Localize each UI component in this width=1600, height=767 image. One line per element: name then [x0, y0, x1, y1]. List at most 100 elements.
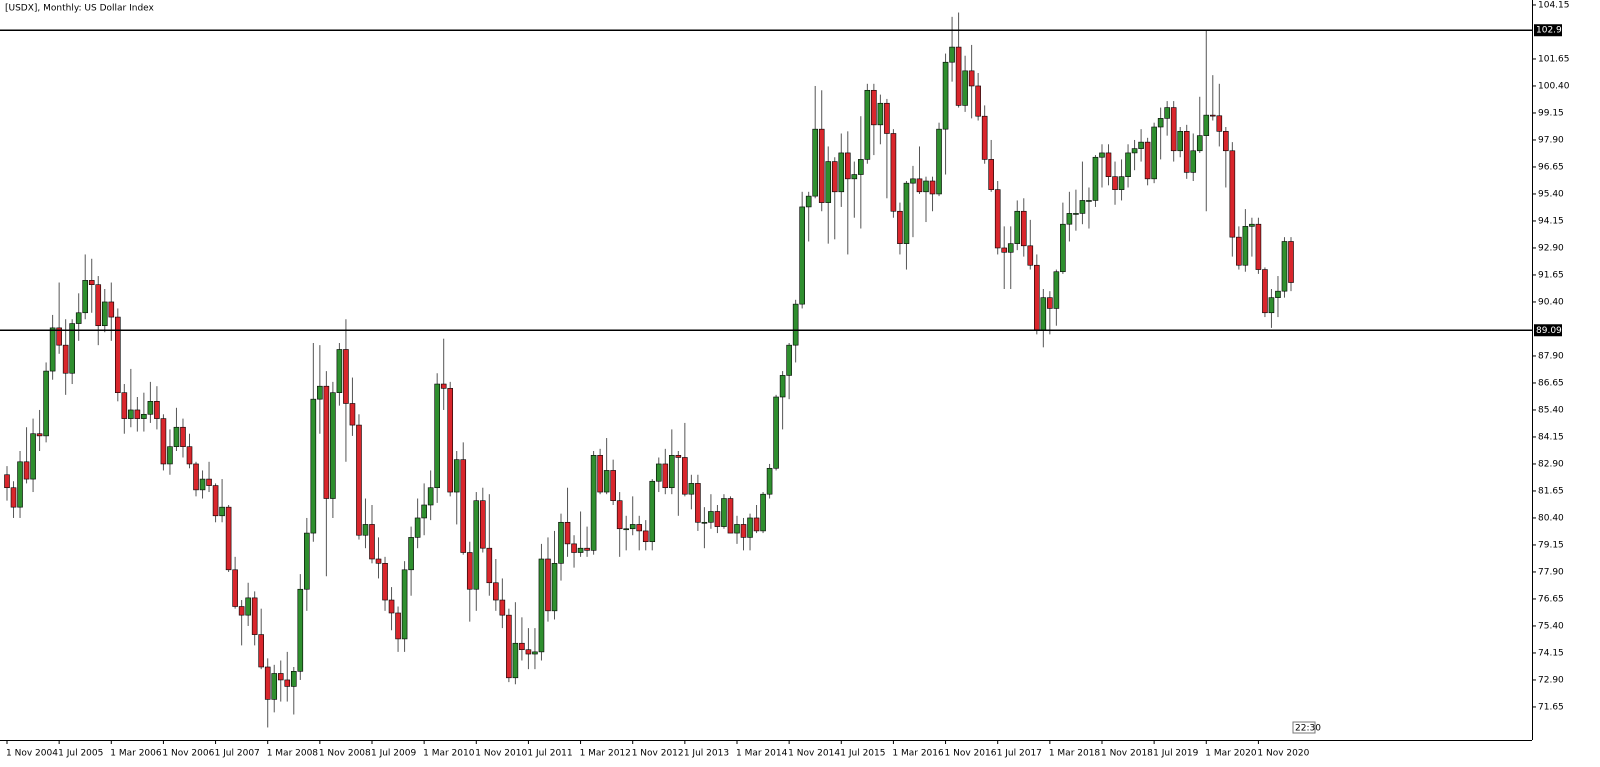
candle-body — [1014, 210, 1021, 244]
candle-body — [186, 446, 193, 465]
candle-body — [1099, 152, 1105, 158]
candle-body — [382, 563, 388, 601]
candle-body — [564, 521, 571, 545]
candle-body — [1157, 118, 1164, 128]
candle-body — [1242, 226, 1249, 266]
candle-body — [1177, 131, 1183, 152]
y-tick-label: 71.65 — [1538, 702, 1564, 712]
x-tick-label: 1 Jul 2019 — [1153, 749, 1198, 759]
candle-body — [877, 102, 884, 126]
candle-body — [154, 401, 160, 419]
level-label: 89.09 — [1536, 326, 1562, 336]
candle-body — [1275, 290, 1281, 298]
candle-body — [206, 478, 212, 486]
candle-body — [655, 463, 662, 482]
candle-body — [1262, 269, 1268, 314]
candle-body — [571, 543, 577, 553]
candle-body — [304, 532, 310, 590]
candle-body — [792, 303, 799, 346]
candle-body — [642, 530, 649, 543]
candle-body — [141, 413, 147, 419]
x-tick-label: 1 Nov 2004 — [6, 749, 58, 759]
candle-body — [434, 383, 440, 489]
candle-body — [238, 606, 245, 616]
candle-body — [701, 521, 708, 524]
candle-body — [871, 89, 877, 126]
x-tick-label: 1 Nov 2014 — [788, 749, 840, 759]
candle-body — [453, 459, 460, 493]
candle-body — [1288, 241, 1294, 283]
candle-body — [317, 385, 323, 400]
candle-body — [721, 498, 727, 527]
candle-body — [1255, 223, 1262, 270]
candle-body — [590, 455, 597, 551]
candle-body — [923, 180, 929, 193]
candle-body — [675, 455, 682, 458]
candle-body — [773, 396, 779, 469]
y-tick-label: 96.65 — [1538, 162, 1564, 172]
candle-body — [225, 506, 232, 571]
x-tick-label: 1 Mar 2014 — [736, 749, 788, 759]
candle-body — [473, 500, 480, 590]
candle-body — [427, 487, 434, 506]
candle-body — [1125, 152, 1131, 177]
x-tick-label: 1 Nov 2008 — [319, 749, 371, 759]
x-tick-label: 1 Mar 2006 — [110, 749, 162, 759]
candle-body — [512, 642, 519, 679]
candle-body — [616, 500, 623, 530]
y-tick-label: 94.15 — [1538, 216, 1564, 226]
candle-body — [577, 547, 584, 553]
candle-body — [43, 370, 49, 437]
candle-body — [1229, 150, 1236, 238]
x-tick-label: 1 Jul 2005 — [58, 749, 103, 759]
candle-body — [623, 528, 629, 531]
x-tick-label: 1 Mar 2010 — [423, 749, 475, 759]
candle-body — [193, 463, 199, 491]
x-tick-label: 1 Nov 2018 — [1101, 749, 1153, 759]
candle-body — [180, 426, 186, 447]
x-tick-label: 1 Jul 2007 — [215, 749, 260, 759]
y-tick-label: 72.90 — [1538, 675, 1564, 685]
candle-body — [844, 152, 851, 180]
y-tick-label: 76.65 — [1538, 594, 1564, 604]
candle-body — [525, 649, 532, 655]
x-tick-label: 1 Mar 2008 — [267, 749, 319, 759]
candle-body — [662, 463, 669, 489]
candle-body — [1027, 245, 1034, 266]
candle-body — [408, 537, 414, 571]
candle-body — [740, 524, 747, 538]
candle-body — [688, 483, 695, 495]
candle-body — [1112, 176, 1118, 190]
candle-body — [499, 599, 506, 616]
candle-body — [251, 597, 258, 635]
x-tick-label: 1 Mar 2016 — [892, 749, 944, 759]
candle-body — [1151, 126, 1157, 180]
candle-body — [597, 455, 603, 493]
y-tick-label: 95.40 — [1538, 189, 1564, 199]
x-tick-label: 1 Jul 2015 — [840, 749, 885, 759]
x-tick-label: 1 Jul 2011 — [527, 749, 572, 759]
candle-body — [532, 651, 538, 655]
candle-body — [232, 569, 238, 607]
candle-body — [375, 558, 382, 564]
x-tick-label: 1 Jul 2009 — [371, 749, 416, 759]
candle-body — [56, 327, 62, 346]
candle-body — [147, 401, 154, 415]
candle-body — [936, 128, 942, 195]
candle-body — [1118, 176, 1125, 190]
candle-body — [682, 457, 688, 495]
y-tick-label: 100.40 — [1538, 81, 1570, 91]
candle-body — [1164, 107, 1170, 119]
candle-body — [786, 344, 792, 376]
level-label: 102.98 — [1536, 26, 1568, 36]
candle-body — [1053, 271, 1060, 309]
candle-body — [1073, 213, 1079, 215]
candle-body — [994, 189, 1001, 249]
x-tick-label: 1 Mar 2012 — [580, 749, 631, 759]
candle-body — [258, 634, 264, 668]
candle-body — [545, 558, 551, 612]
level-label-box — [1534, 324, 1562, 337]
candle-body — [49, 327, 56, 372]
